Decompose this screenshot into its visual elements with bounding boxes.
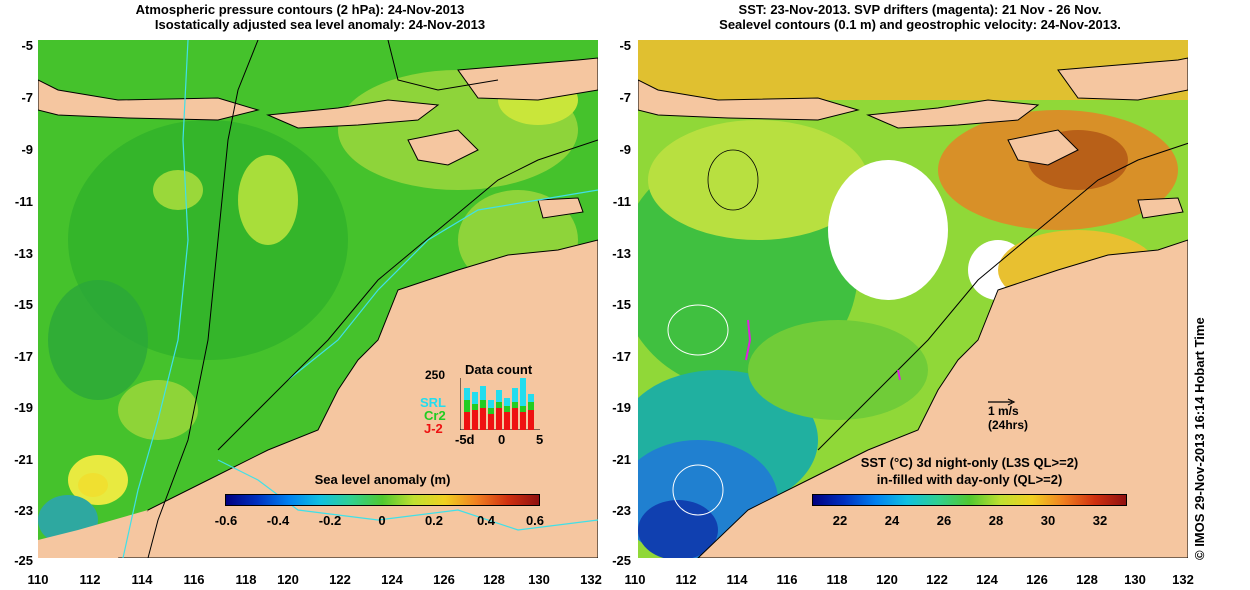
inset-xtick-2: 0 — [498, 432, 506, 447]
right-x-tick: 114 — [726, 572, 748, 587]
inset-legend-j2: J-2 — [424, 421, 443, 436]
right-x-tick: 130 — [1124, 572, 1146, 587]
left-colorbar-title: Sea level anomaly (m) — [314, 472, 451, 487]
left-y-tick: -15 — [14, 297, 33, 312]
left-y-tick: -11 — [14, 194, 33, 209]
left-y-tick: -21 — [14, 452, 33, 467]
sea-level-anomaly-map — [38, 40, 598, 558]
right-cb-tick-3: 26 — [936, 513, 952, 528]
credit-text: © IMOS 29-Nov-2013 16:14 Hobart Time — [1192, 317, 1207, 560]
right-colorbar-title-line1: SST (°C) 3d night-only (L3S QL>=2) — [860, 455, 1079, 470]
right-y-tick: -7 — [619, 90, 631, 105]
left-y-tick: -7 — [21, 90, 33, 105]
left-map-panel — [38, 40, 598, 558]
right-x-tick: 112 — [675, 572, 697, 587]
left-x-tick: 114 — [131, 572, 153, 587]
right-y-tick: -11 — [612, 194, 631, 209]
left-y-tick: -17 — [14, 349, 33, 364]
inset-title: Data count — [465, 362, 533, 377]
left-cb-tick-7: 0.6 — [525, 513, 545, 528]
left-x-tick: 122 — [329, 572, 351, 587]
inset-xtick-3: 5 — [536, 432, 544, 447]
left-y-tick: -5 — [21, 38, 33, 53]
left-cb-tick-3: -0.2 — [318, 513, 342, 528]
right-y-tick: -13 — [612, 246, 631, 261]
right-y-tick: -17 — [612, 349, 631, 364]
left-cb-tick-6: 0.4 — [476, 513, 496, 528]
right-x-tick: 126 — [1026, 572, 1048, 587]
left-y-tick: -25 — [14, 553, 33, 568]
right-x-tick: 128 — [1076, 572, 1098, 587]
left-x-tick: 126 — [433, 572, 455, 587]
right-x-tick: 132 — [1172, 572, 1194, 587]
left-x-tick: 124 — [381, 572, 403, 587]
sst-map — [638, 40, 1188, 558]
left-x-tick: 130 — [528, 572, 550, 587]
inset-xtick-1: -5d — [455, 432, 475, 447]
inset-legend-srl: SRL — [420, 395, 446, 410]
left-x-tick: 110 — [27, 572, 49, 587]
right-y-tick: -23 — [612, 503, 631, 518]
inset-ytick: 250 — [425, 368, 446, 382]
inset-legend-cr2: Cr2 — [424, 408, 446, 423]
left-cb-tick-2: -0.4 — [266, 513, 290, 528]
left-title-line1: Atmospheric pressure contours (2 hPa): 2… — [135, 2, 465, 17]
right-colorbar — [812, 494, 1127, 506]
right-y-tick: -21 — [612, 452, 631, 467]
left-title-line2: Isostatically adjusted sea level anomaly… — [154, 17, 486, 32]
right-cb-tick-5: 30 — [1040, 513, 1056, 528]
left-cb-tick-4: 0 — [378, 513, 386, 528]
right-cb-tick-4: 28 — [988, 513, 1004, 528]
data-count-inset-chart — [460, 378, 540, 430]
vector-scale-sub: (24hrs) — [988, 418, 1029, 432]
right-y-tick: -5 — [619, 38, 631, 53]
left-x-tick: 120 — [277, 572, 299, 587]
left-y-tick: -9 — [21, 142, 33, 157]
right-cb-tick-6: 32 — [1092, 513, 1108, 528]
right-y-tick: -25 — [612, 553, 631, 568]
right-cb-tick-2: 24 — [884, 513, 900, 528]
right-x-tick: 110 — [624, 572, 646, 587]
right-colorbar-title-line2: in-filled with day-only (QL>=2) — [876, 472, 1063, 487]
right-title-line1: SST: 23-Nov-2013. SVP drifters (magenta)… — [738, 2, 1102, 17]
right-y-tick: -15 — [612, 297, 631, 312]
left-x-tick: 132 — [580, 572, 602, 587]
left-y-tick: -19 — [14, 400, 33, 415]
left-y-tick: -23 — [14, 503, 33, 518]
right-x-tick: 116 — [776, 572, 798, 587]
left-x-tick: 118 — [235, 572, 257, 587]
left-cb-tick-5: 0.2 — [424, 513, 444, 528]
right-x-tick: 124 — [976, 572, 998, 587]
vector-scale-arrow — [988, 398, 1016, 406]
left-colorbar — [225, 494, 540, 506]
left-x-tick: 116 — [183, 572, 205, 587]
right-x-tick: 118 — [826, 572, 848, 587]
left-x-tick: 112 — [79, 572, 101, 587]
right-x-tick: 122 — [926, 572, 948, 587]
right-title-line2: Sealevel contours (0.1 m) and geostrophi… — [719, 17, 1121, 32]
right-x-tick: 120 — [876, 572, 898, 587]
left-y-tick: -13 — [14, 246, 33, 261]
left-cb-tick-1: -0.6 — [214, 513, 238, 528]
right-y-tick: -19 — [612, 400, 631, 415]
right-y-tick: -9 — [619, 142, 631, 157]
vector-scale-label: 1 m/s — [988, 404, 1019, 418]
right-cb-tick-1: 22 — [832, 513, 848, 528]
left-x-tick: 128 — [483, 572, 505, 587]
right-map-panel — [638, 40, 1188, 558]
